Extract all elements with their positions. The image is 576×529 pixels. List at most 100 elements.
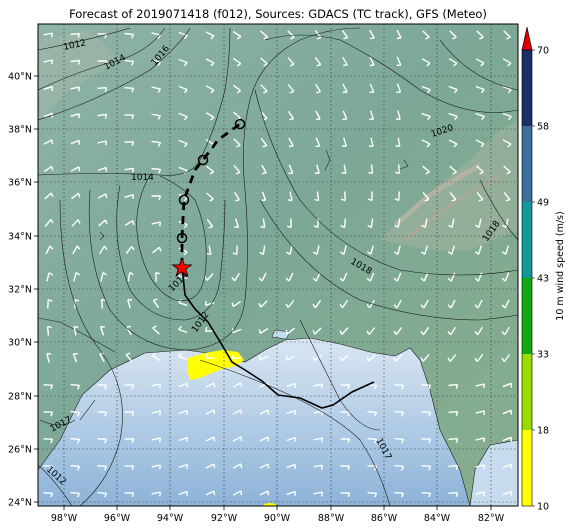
colorbar-label: 10 m wind speed (m/s) (555, 211, 566, 320)
wind-barb (314, 56, 322, 67)
lat-tick-label: 38°N (8, 125, 32, 136)
wind-barb (421, 58, 431, 67)
lon-tick-label: 82°W (478, 513, 505, 524)
forecast-position-marker (178, 194, 190, 206)
wind-barb (476, 165, 484, 175)
wind-barb (367, 411, 378, 417)
wind-barb (421, 139, 431, 148)
wind-barb (315, 110, 321, 121)
wind-barb (205, 112, 215, 121)
wind-barb (340, 438, 351, 444)
wind-barb (448, 491, 459, 497)
wind-barb (315, 137, 321, 147)
wind-barb (98, 219, 108, 227)
wind-barb (393, 326, 403, 336)
wind-barb (178, 31, 188, 40)
wind-barb (474, 353, 484, 363)
wind-barb (448, 437, 459, 443)
current-position-star-icon (171, 256, 193, 277)
wind-barb (342, 137, 347, 147)
wind-barb (369, 83, 375, 93)
longitude-labels: 98°W 96°W 94°W 92°W 90°W 88°W 86°W 84°W … (51, 513, 505, 524)
wind-barb (232, 409, 243, 415)
wind-barb (205, 58, 215, 67)
wind-barb (72, 245, 81, 255)
wind-barb (99, 352, 105, 363)
wind-barb (449, 192, 457, 202)
wind-barb (178, 490, 188, 496)
wind-barb (503, 165, 511, 175)
wind-barb (314, 191, 320, 202)
wind-barb (339, 354, 349, 362)
wind-barb (124, 114, 135, 120)
wind-barb (151, 383, 162, 389)
wind-barb (151, 437, 162, 443)
lat-tick-label: 34°N (8, 232, 32, 243)
wind-barb (260, 218, 266, 229)
lat-tick-label: 40°N (8, 72, 32, 83)
wind-barb (367, 218, 374, 229)
wind-barb (340, 492, 351, 498)
wind-barb (73, 325, 79, 336)
wind-barb (447, 354, 457, 362)
lon-tick-label: 86°W (371, 513, 398, 524)
wind-barb (70, 139, 80, 145)
wind-barb (43, 86, 53, 92)
wind-barb (258, 272, 267, 282)
wind-barb (475, 383, 486, 389)
wind-barb (178, 139, 188, 148)
wind-barb (395, 164, 400, 175)
wind-barb (70, 86, 81, 92)
colorbar-tick-label: 18 (537, 426, 549, 437)
wind-barb (99, 326, 105, 336)
wind-barb (286, 382, 296, 388)
wind-barb (312, 272, 321, 282)
colorbar-tick-label: 70 (537, 46, 549, 57)
wind-barb (43, 139, 54, 145)
wind-barb (125, 245, 135, 255)
wind-barb (261, 164, 267, 175)
wind-barb (206, 245, 212, 256)
wind-barb (475, 85, 485, 94)
wind-barb (420, 272, 429, 282)
wind-barb (313, 383, 324, 389)
wind-barb (70, 192, 81, 200)
wind-barb (205, 165, 215, 175)
lon-tick-label: 94°W (157, 513, 184, 524)
map-frame (37, 23, 519, 507)
wind-barb (232, 245, 238, 256)
wind-barb (393, 354, 403, 362)
wind-barb (502, 112, 512, 121)
wind-barb (152, 246, 162, 254)
wind-barb (43, 438, 54, 444)
wind-barb (47, 298, 53, 309)
wind-barb (474, 299, 483, 309)
wind-barb (396, 29, 402, 40)
wind-barb (234, 191, 240, 202)
wind-barb (368, 164, 374, 175)
wind-barb (178, 58, 188, 67)
wind-barb (366, 245, 374, 255)
lon-tick-label: 98°W (51, 513, 78, 524)
wind-barb (369, 110, 375, 120)
wind-barb (367, 438, 378, 444)
wind-barb (44, 192, 54, 200)
wind-barb (286, 245, 293, 255)
lon-tick-label: 84°W (424, 513, 451, 524)
wind-barb (178, 409, 188, 415)
wind-barb (205, 85, 215, 94)
wind-barb (260, 137, 268, 148)
wind-barb (232, 57, 242, 67)
wind-barb (259, 490, 270, 496)
wind-barb (448, 218, 455, 228)
wind-barb (152, 298, 160, 309)
lat-tick-label: 24°N (8, 498, 32, 509)
wind-barb (420, 245, 428, 255)
lat-tick-label: 32°N (8, 285, 32, 296)
wind-barb (43, 32, 54, 38)
lat-tick-label: 30°N (8, 338, 32, 349)
wind-barb (232, 30, 242, 40)
wind-barb (447, 299, 456, 309)
wind-barb (70, 32, 81, 38)
